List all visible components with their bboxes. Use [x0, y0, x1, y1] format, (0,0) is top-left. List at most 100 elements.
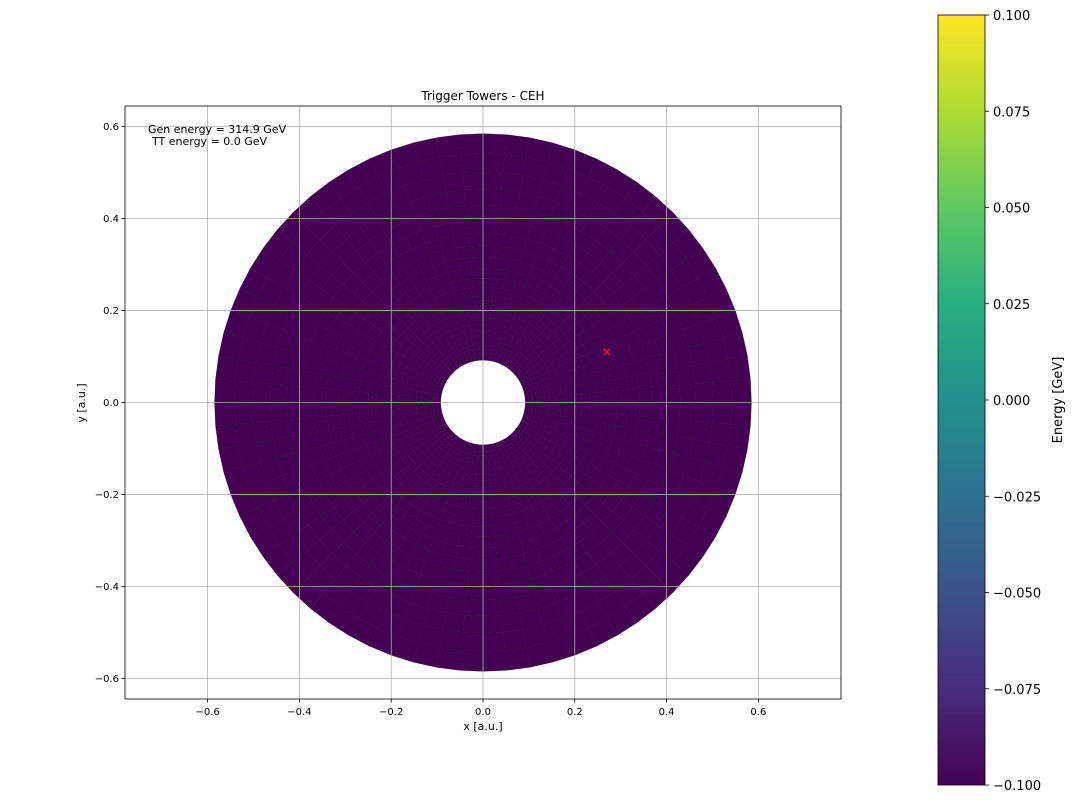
tower-cell	[679, 383, 697, 403]
tower-cell	[482, 257, 496, 269]
tower-cell	[442, 612, 465, 633]
tower-cell	[314, 415, 330, 433]
colorbar-tick-label: −0.075	[993, 683, 1041, 698]
tower-cell	[348, 402, 360, 415]
y-tick-label: 0.0	[103, 398, 119, 409]
tower-cell	[482, 455, 489, 461]
tower-cell	[475, 474, 484, 482]
tower-cell	[477, 344, 484, 350]
tower-cell	[605, 378, 617, 392]
tower-cell	[597, 391, 608, 403]
tower-cell	[493, 268, 507, 281]
tower-cell	[482, 277, 495, 288]
tower-cell	[554, 402, 562, 410]
tower-cell	[464, 188, 484, 206]
tower-cell	[429, 402, 435, 408]
tower-cell	[492, 515, 505, 527]
tower-cell	[692, 420, 713, 443]
tower-cell	[465, 303, 476, 313]
tower-cell	[471, 267, 484, 279]
colorbar-label: Energy [GeV]	[1051, 357, 1066, 444]
tower-cell	[391, 402, 400, 411]
tower-cell	[482, 614, 504, 634]
tower-cell	[482, 571, 500, 586]
tower-cell	[730, 402, 752, 427]
tower-cell	[487, 454, 494, 461]
tower-cell	[477, 459, 484, 465]
tower-cell	[367, 392, 378, 403]
tower-cell	[472, 508, 484, 518]
tower-cell	[286, 367, 304, 387]
tower-cell	[543, 390, 550, 398]
tower-cell	[471, 517, 484, 528]
tower-cell	[662, 367, 680, 387]
tower-cell	[470, 536, 484, 548]
tower-cell	[404, 388, 412, 397]
tower-cell	[581, 402, 590, 412]
tower-cell	[535, 397, 541, 403]
tower-cell	[466, 485, 476, 494]
tower-cell	[482, 133, 507, 155]
tower-cell	[482, 447, 488, 453]
tower-cell	[476, 335, 484, 341]
tower-cell	[445, 596, 466, 616]
tower-cell	[695, 402, 714, 423]
tower-cell	[488, 330, 496, 337]
tower-cell	[437, 398, 442, 403]
tower-cell	[549, 395, 556, 403]
tower-cell	[420, 402, 426, 409]
tower-cell	[253, 420, 274, 443]
tower-cell	[462, 614, 484, 634]
tower-cell	[472, 458, 479, 465]
tower-cell	[566, 386, 575, 396]
tower-cell	[497, 569, 515, 585]
tower-cell	[285, 385, 302, 403]
tower-cell	[579, 410, 590, 422]
tower-cell	[482, 469, 490, 476]
colorbar-tick-label: 0.100	[993, 9, 1030, 24]
tower-cell	[492, 507, 504, 518]
tower-cell	[494, 534, 509, 548]
tower-cell	[727, 424, 751, 450]
tower-cell	[461, 278, 474, 290]
tower-cell	[474, 310, 484, 319]
tower-cell	[376, 393, 385, 403]
tower-cell	[235, 422, 257, 446]
tower-cell	[478, 349, 484, 354]
tower-cell	[445, 189, 466, 209]
tower-cell	[270, 365, 289, 386]
tower-cell	[539, 407, 546, 414]
tower-cell	[470, 330, 478, 337]
tower-cell	[504, 134, 530, 158]
tower-cell	[471, 463, 478, 470]
tower-cell	[482, 517, 495, 528]
tower-cell	[491, 296, 502, 306]
tower-cell	[712, 402, 732, 425]
tower-cell	[490, 311, 500, 320]
tower-cell	[649, 417, 666, 435]
tower-cell	[482, 349, 488, 354]
tower-cell	[489, 479, 498, 488]
tower-cell	[466, 571, 484, 586]
tower-cell	[614, 377, 628, 391]
tower-cell	[495, 246, 511, 260]
grid-lines	[125, 106, 841, 699]
tower-cell	[359, 380, 370, 393]
tower-cell	[433, 398, 438, 403]
tower-cell	[326, 375, 341, 391]
tower-cell	[727, 355, 751, 381]
tower-cell	[482, 171, 504, 191]
tower-cell	[482, 267, 495, 279]
tower-cell	[482, 340, 489, 346]
tower-cell	[473, 295, 484, 305]
tower-cell	[358, 391, 369, 403]
tower-cell	[391, 386, 400, 396]
tower-cell	[695, 382, 714, 403]
tower-cell	[469, 546, 484, 560]
tower-cell	[416, 407, 423, 415]
tower-cell	[528, 398, 533, 403]
tower-cell	[472, 344, 479, 351]
tower-cell	[677, 365, 696, 386]
tower-cell	[482, 245, 497, 259]
